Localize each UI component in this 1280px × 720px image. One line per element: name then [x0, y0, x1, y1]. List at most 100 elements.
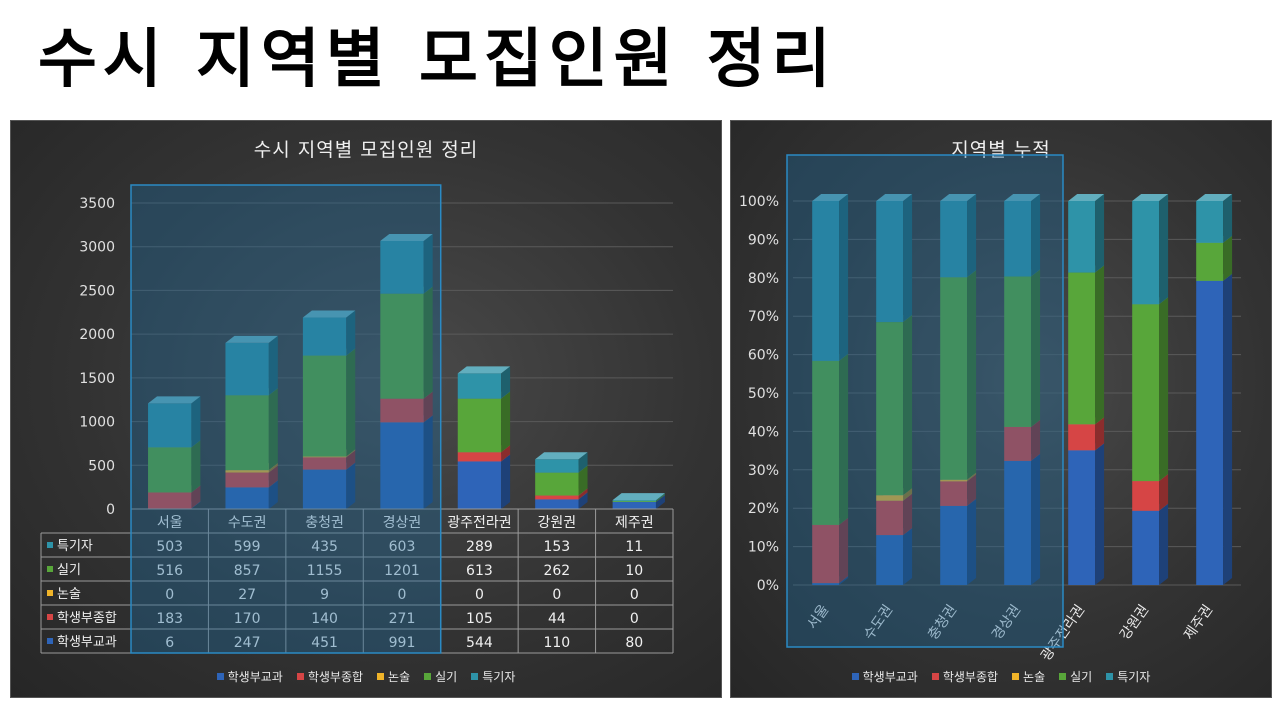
- bar-segment-side: [903, 528, 913, 585]
- legend-swatch: [296, 673, 304, 680]
- bar-segment-side: [346, 449, 356, 458]
- legend-item: 학생부교과: [216, 668, 283, 685]
- bar-segment-side: [268, 463, 278, 473]
- bar-segment-front: [1068, 272, 1096, 425]
- y-tick-label: 0: [106, 502, 115, 518]
- legend-item: 특기자: [1106, 668, 1150, 685]
- bar-segment-front: [457, 452, 502, 462]
- legend-label: 특기자: [1117, 670, 1151, 684]
- bar-segment: [380, 286, 433, 399]
- bar-segment-top: [302, 310, 356, 318]
- bar-segment: [380, 233, 433, 294]
- bar-segment-side: [967, 270, 977, 480]
- y-tick-label: 70%: [748, 309, 779, 325]
- y-tick-label: 20%: [748, 501, 779, 517]
- bar-segment-front: [1068, 424, 1096, 451]
- bar-segment-front: [148, 447, 192, 493]
- bar-segment-front: [380, 240, 424, 294]
- bar-segment-side: [839, 353, 849, 525]
- bar-segment-side: [268, 335, 278, 396]
- bar-segment-side: [903, 194, 913, 323]
- bar-segment: [457, 454, 511, 509]
- table-value-cell: 9: [320, 587, 329, 603]
- y-tick-label: 0%: [757, 578, 779, 594]
- bar-segment-front: [876, 535, 904, 585]
- bar-segment-front: [876, 500, 904, 536]
- bar-segment-side: [967, 474, 977, 506]
- bar-segment: [940, 498, 977, 585]
- bar-segment-front: [612, 501, 656, 503]
- legend-item: 논술: [377, 668, 410, 685]
- table-value-cell: 516: [156, 563, 183, 579]
- bar-segment-side: [1159, 503, 1169, 585]
- y-tick-label: 500: [88, 458, 115, 474]
- table-header-cell: 충청권: [305, 515, 344, 531]
- bar-segment-side: [501, 391, 511, 453]
- bar-segment-side: [578, 492, 588, 509]
- legend-label: 학생부교과: [862, 670, 918, 684]
- table-value-cell: 140: [311, 611, 338, 627]
- bar-segment-front: [302, 469, 347, 509]
- table-row-label: 학생부교과: [57, 635, 117, 650]
- bar-segment-side: [1095, 194, 1105, 273]
- legend-item: 논술: [1012, 668, 1045, 685]
- bar-segment: [457, 366, 511, 399]
- table-value-cell: 0: [475, 587, 484, 603]
- bar-segment-front: [225, 470, 269, 473]
- legend-item: 학생부종합: [296, 668, 363, 685]
- bar-segment-side: [268, 388, 278, 471]
- bar-segment-top: [812, 194, 849, 201]
- bar-segment-side: [1223, 235, 1233, 281]
- bar-segment-top: [380, 233, 433, 241]
- y-tick-label: 90%: [748, 232, 779, 248]
- table-legend-swatch: [47, 590, 53, 596]
- bar-segment-front: [380, 422, 424, 509]
- bar-segment-front: [535, 472, 579, 496]
- bar-segment-top: [1196, 194, 1233, 201]
- legend-swatch: [931, 673, 939, 680]
- bar-segment: [940, 194, 977, 278]
- legend-label: 학생부종합: [942, 670, 999, 684]
- legend-item: 실기: [1059, 668, 1092, 685]
- legend-label: 특기자: [482, 670, 516, 684]
- table-value-cell: 289: [466, 539, 493, 555]
- bar-segment: [1004, 269, 1041, 427]
- bar-segment: [812, 353, 849, 525]
- table-legend-swatch: [47, 542, 53, 548]
- bar-segment-side: [839, 517, 849, 584]
- x-tick-label: 제주권: [1181, 602, 1216, 643]
- table-value-cell: 991: [389, 635, 416, 651]
- legend-label: 실기: [435, 670, 458, 684]
- table-value-cell: 603: [389, 539, 416, 555]
- table-legend-swatch: [47, 614, 53, 620]
- bar-segment: [1132, 503, 1169, 585]
- legend-label: 학생부교과: [227, 670, 283, 684]
- bar-segment-front: [940, 481, 968, 506]
- bar-segment: [535, 452, 588, 473]
- bar-segment: [302, 310, 356, 356]
- bar-segment-side: [1031, 453, 1041, 585]
- bar-segment-front: [225, 342, 269, 396]
- table-value-cell: 262: [543, 563, 570, 579]
- bar-segment: [148, 396, 201, 448]
- table-row-label: 논술: [57, 587, 81, 602]
- table-value-cell: 1155: [307, 563, 343, 579]
- bar-segment-front: [302, 457, 347, 470]
- bar-segment-side: [1095, 265, 1105, 425]
- bar-segment-front: [940, 479, 968, 482]
- bar-segment-side: [346, 348, 356, 457]
- bar-segment: [612, 493, 665, 502]
- bar-segment-front: [457, 461, 502, 509]
- bar-segment-front: [1068, 201, 1096, 273]
- bar-segment-side: [1031, 194, 1041, 277]
- bar-segment-side: [346, 462, 356, 509]
- bar-segment-front: [1132, 304, 1160, 482]
- table-value-cell: 544: [466, 635, 493, 651]
- table-value-cell: 27: [238, 587, 256, 603]
- y-tick-label: 2000: [79, 327, 115, 343]
- bar-segment-front: [876, 322, 904, 496]
- bar-segment-side: [423, 391, 433, 423]
- bar-segment-front: [1132, 201, 1160, 305]
- table-value-cell: 0: [398, 587, 407, 603]
- bar-segment-front: [380, 398, 424, 423]
